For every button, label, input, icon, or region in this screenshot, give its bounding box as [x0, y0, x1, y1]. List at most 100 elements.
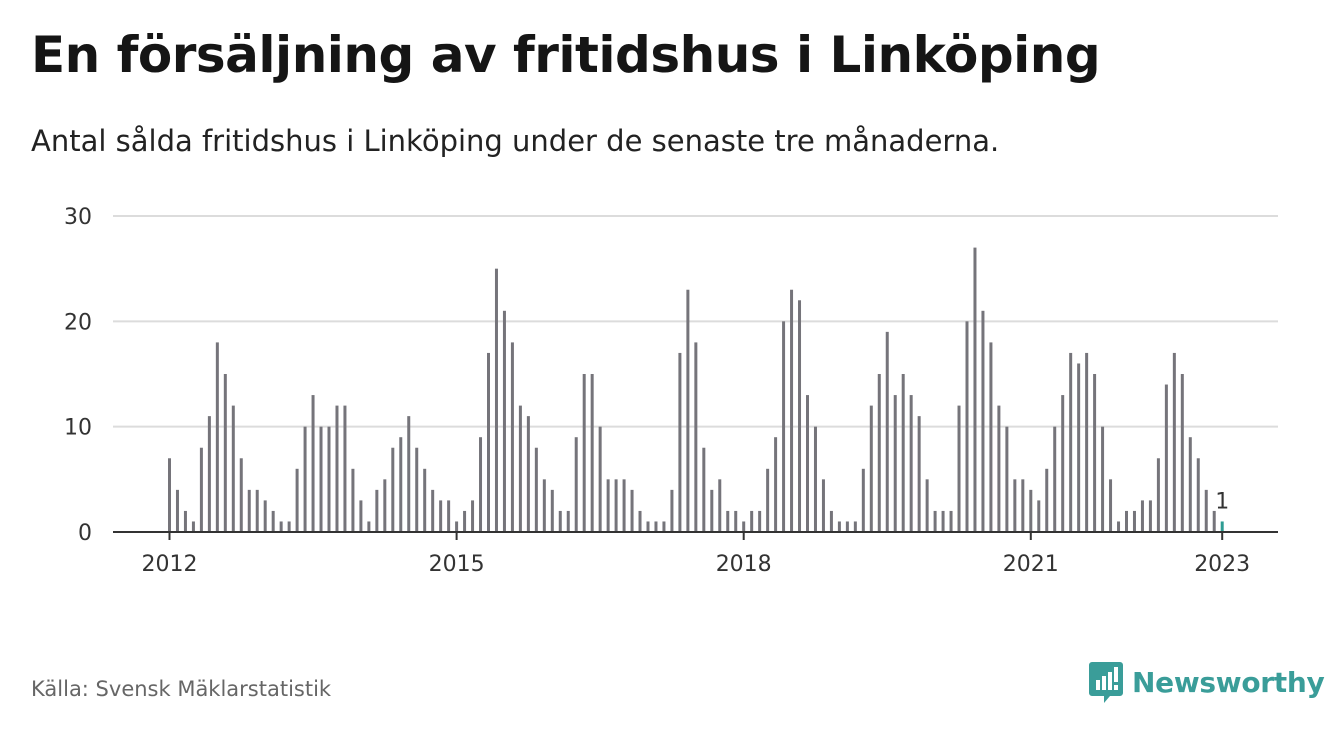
- bar: [1069, 352, 1073, 532]
- bar: [526, 416, 530, 532]
- bar: [1045, 468, 1049, 532]
- bar: [375, 489, 379, 532]
- bar: [550, 489, 554, 532]
- bar: [287, 521, 291, 532]
- bar: [455, 521, 459, 532]
- bar: [837, 521, 841, 532]
- bar: [702, 447, 706, 532]
- bar: [1077, 363, 1081, 532]
- chart-subtitle: Antal sålda fritidshus i Linköping under…: [31, 124, 1000, 158]
- bar: [909, 395, 913, 532]
- bar: [183, 510, 187, 532]
- bar: [279, 521, 283, 532]
- bar: [949, 510, 953, 532]
- x-tick-label-2023: 2023: [1194, 552, 1250, 577]
- bar: [343, 405, 347, 532]
- bar: [487, 352, 490, 532]
- bar: [168, 458, 171, 532]
- bar: [614, 479, 618, 532]
- bar: [981, 310, 985, 532]
- bar: [1204, 489, 1208, 532]
- brand[interactable]: Newsworthy: [1088, 660, 1325, 704]
- bar: [1132, 510, 1136, 532]
- bar: [534, 447, 538, 532]
- bar: [566, 510, 570, 532]
- bar: [965, 321, 969, 532]
- bar: [1164, 384, 1168, 532]
- bar: [223, 374, 227, 532]
- bar: [1013, 479, 1017, 532]
- bar: [829, 510, 833, 532]
- bar: [742, 521, 746, 532]
- bar: [917, 416, 921, 532]
- bar: [598, 426, 602, 532]
- source-note: Källa: Svensk Mäklarstatistik: [31, 677, 332, 701]
- bar: [622, 479, 626, 532]
- bar: [1037, 500, 1041, 532]
- bar: [845, 521, 849, 532]
- bar: [1117, 521, 1121, 532]
- bar: [1029, 489, 1033, 532]
- bar: [853, 521, 857, 532]
- newsworthy-logo-icon: [1089, 662, 1123, 703]
- bar: [255, 489, 259, 532]
- bar: [893, 395, 897, 532]
- y-tick-label-10: 10: [64, 416, 92, 441]
- bar: [207, 416, 211, 532]
- bar: [542, 479, 546, 532]
- x-tick-label-2018: 2018: [716, 552, 772, 577]
- bar: [1085, 352, 1089, 532]
- bar: [790, 289, 794, 532]
- bar: [494, 268, 498, 532]
- bar: [1172, 352, 1176, 532]
- bar: [774, 437, 778, 532]
- bar: [391, 447, 395, 532]
- bar: [925, 479, 929, 532]
- bar: [813, 426, 817, 532]
- bar: [359, 500, 363, 532]
- bar: [973, 247, 977, 532]
- bar: [941, 510, 945, 532]
- bar: [726, 510, 730, 532]
- bar: [646, 521, 650, 532]
- bar: [303, 426, 307, 532]
- bar: [590, 374, 594, 532]
- bar: [798, 300, 802, 532]
- bar: [319, 426, 323, 532]
- bar: [662, 521, 666, 532]
- bar: [383, 479, 387, 532]
- bar: [191, 521, 195, 532]
- bar: [263, 500, 267, 532]
- y-tick-label-20: 20: [64, 310, 92, 335]
- x-tick-label-2015: 2015: [429, 552, 485, 577]
- bar: [670, 489, 674, 532]
- bar: [877, 374, 881, 532]
- bar: [933, 510, 937, 532]
- bar: [231, 405, 235, 532]
- bar: [1053, 426, 1057, 532]
- brand-name: Newsworthy: [1132, 665, 1325, 699]
- bar: [447, 500, 451, 532]
- bar: [415, 447, 419, 532]
- bar: [750, 510, 754, 532]
- bar: [558, 510, 562, 532]
- bar: [510, 342, 514, 532]
- bar: [678, 352, 682, 532]
- data-label-latest: 1: [1215, 489, 1229, 514]
- bar: [247, 489, 251, 532]
- bar: [686, 289, 690, 532]
- bar: [1156, 458, 1160, 532]
- bar: [997, 405, 1001, 532]
- bar: [1140, 500, 1144, 532]
- bar: [311, 395, 315, 532]
- bar: [1188, 437, 1192, 532]
- bar: [1093, 374, 1097, 532]
- bar: [327, 426, 331, 532]
- bar: [295, 468, 299, 532]
- bar: [423, 468, 427, 532]
- bar: [199, 447, 203, 532]
- bar: [806, 395, 809, 532]
- bar-chart: 0 10 20 30 2012 2015 2018 2021 2023 1: [64, 205, 1278, 577]
- bar: [885, 331, 889, 532]
- bar: [351, 468, 355, 532]
